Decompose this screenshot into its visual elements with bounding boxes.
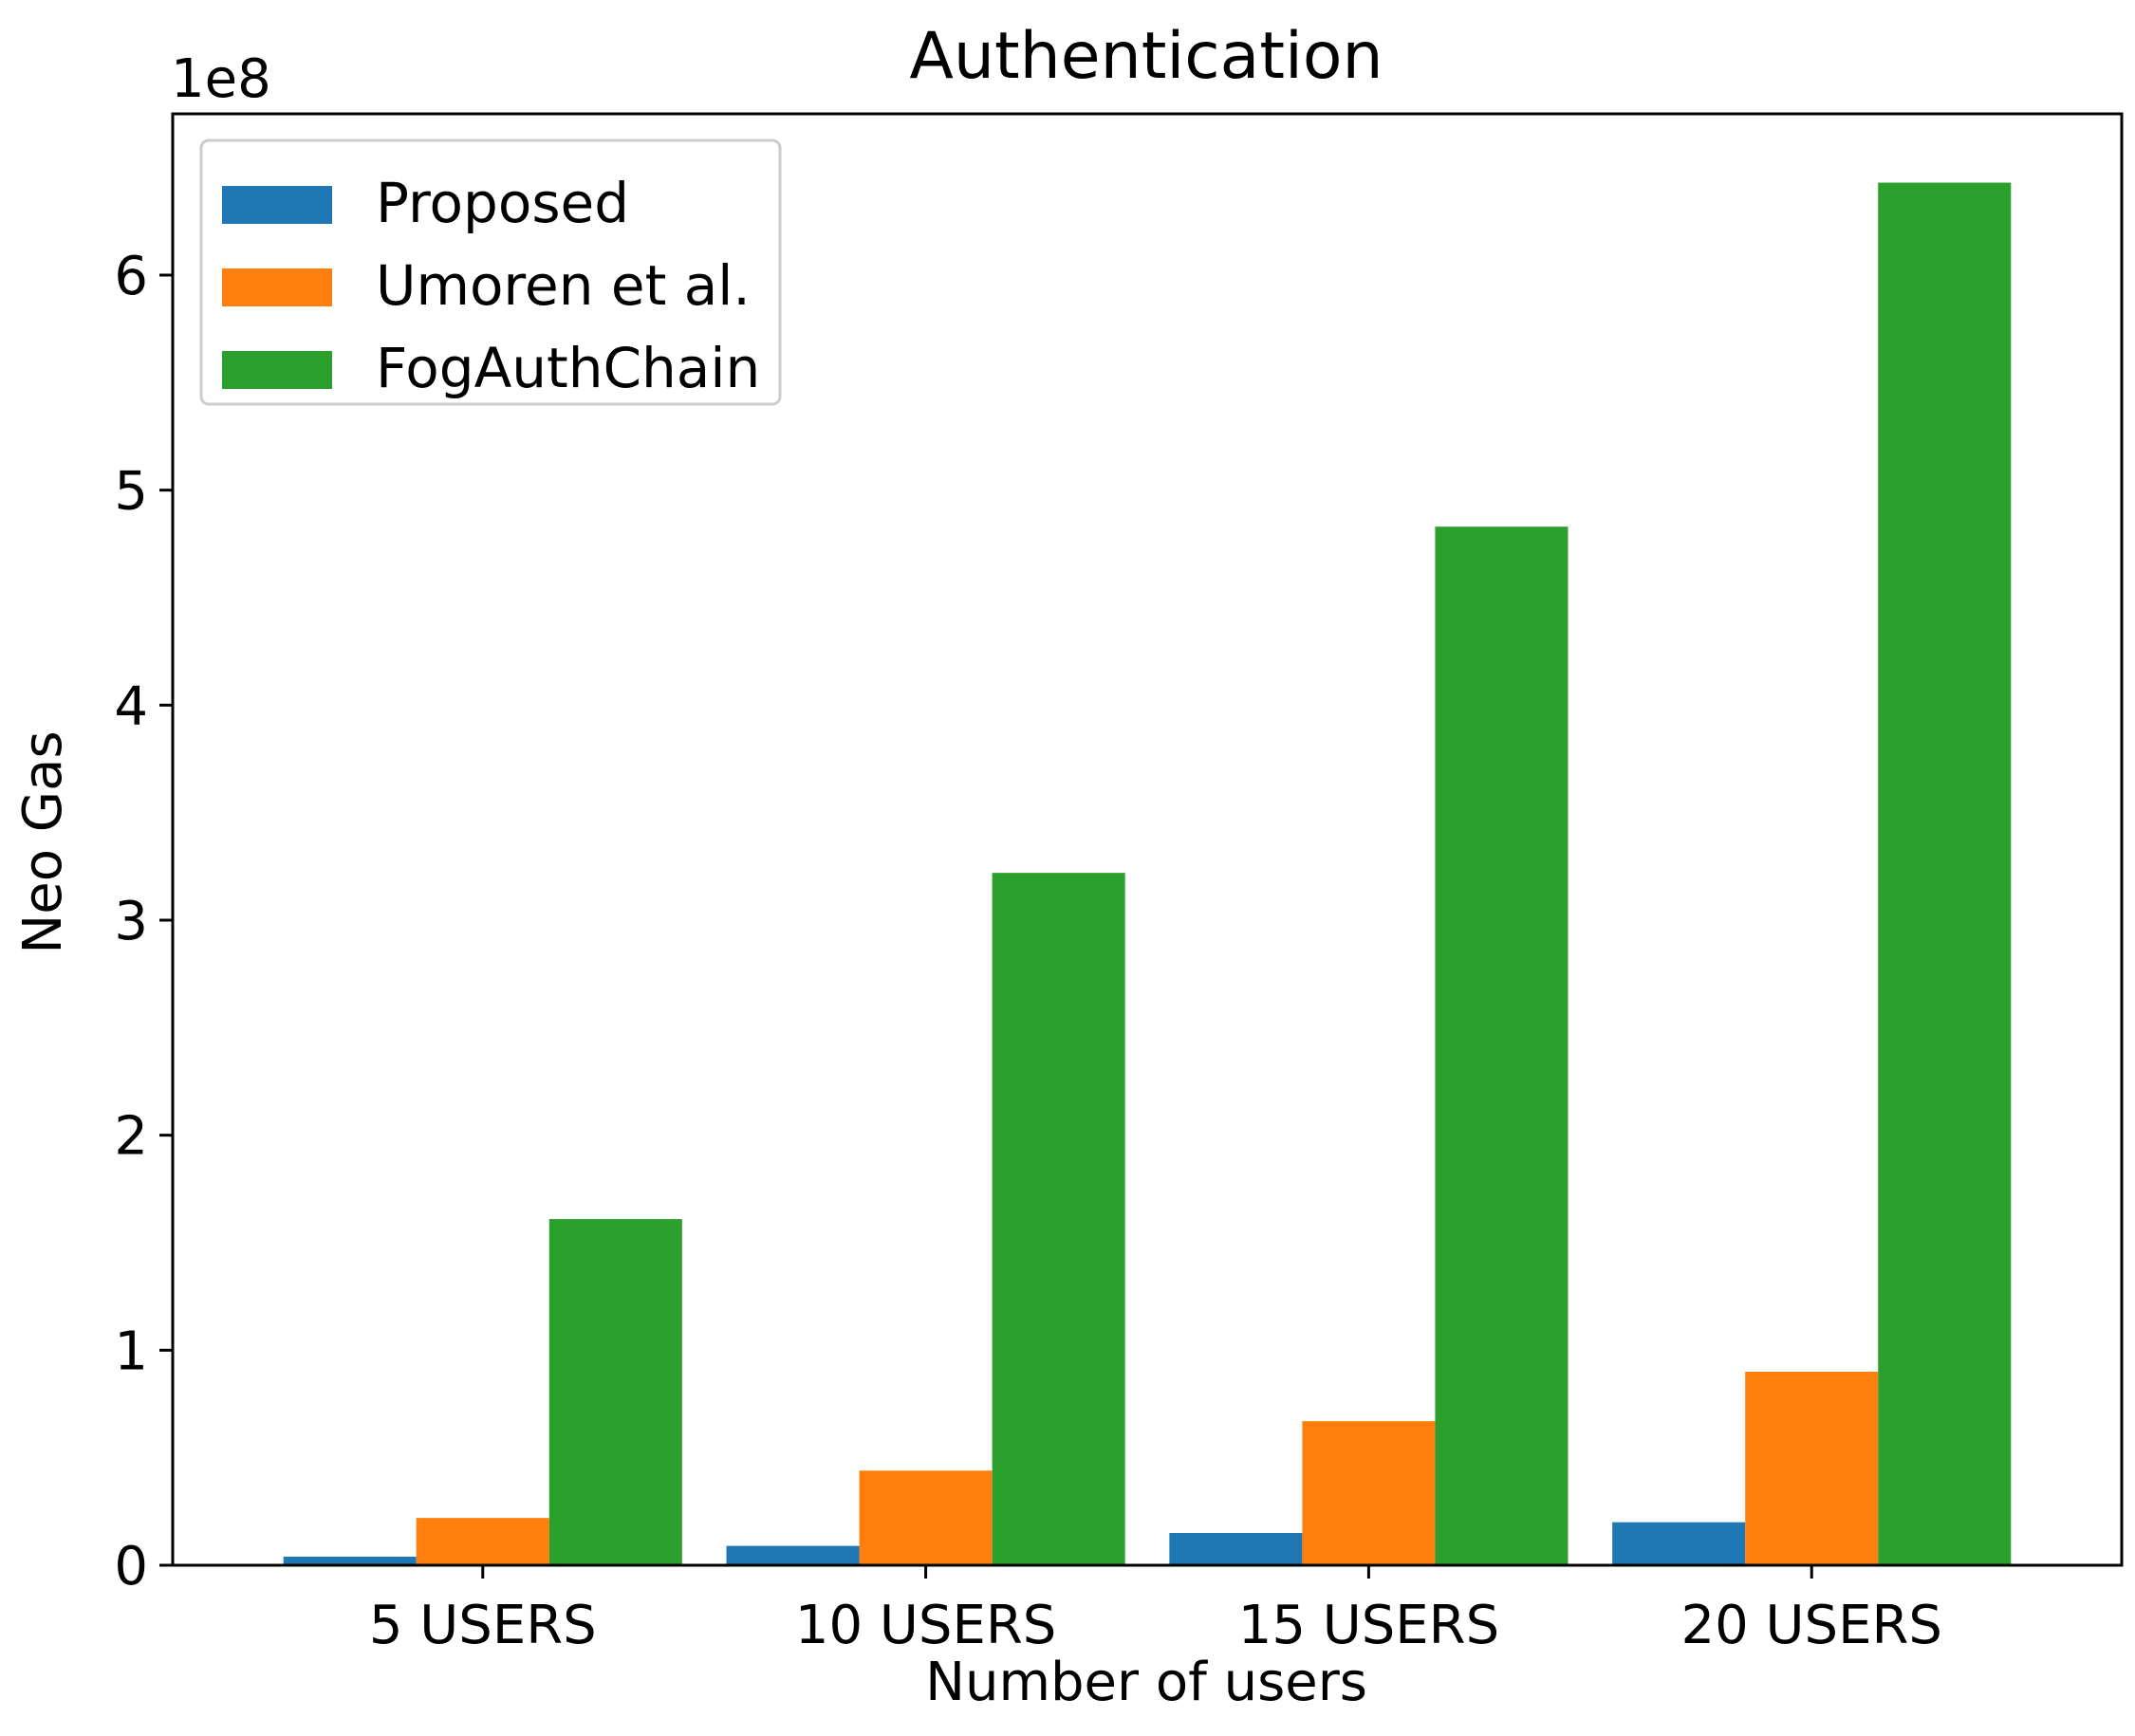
bar-proposed-3 [1169, 1533, 1303, 1565]
legend: Proposed Umoren et al. FogAuthChain [199, 139, 782, 406]
y-tick-label: 6 [114, 246, 148, 307]
y-tick-label: 4 [114, 675, 148, 737]
x-tick-label: 10 USERS [795, 1595, 1056, 1656]
legend-swatch [222, 268, 332, 306]
x-axis-label: Number of users [925, 1652, 1367, 1713]
bar-proposed-2 [726, 1545, 860, 1565]
bar-fogauthchain-1 [548, 1219, 682, 1565]
legend-label: Proposed [376, 171, 629, 235]
bar-fogauthchain-4 [1878, 182, 2012, 1566]
legend-label: Umoren et al. [376, 253, 751, 318]
y-tick-label: 0 [114, 1536, 148, 1597]
bar-fogauthchain-3 [1435, 526, 1569, 1566]
y-tick-label: 5 [114, 461, 148, 523]
x-tick-label: 5 USERS [369, 1595, 597, 1656]
bar-umoren-et-al-1 [416, 1518, 549, 1565]
y-axis-label: Neo Gas [12, 730, 74, 953]
legend-swatch [222, 351, 332, 389]
legend-box [199, 139, 782, 406]
bar-umoren-et-al-3 [1302, 1421, 1436, 1565]
axes-frame [171, 112, 2124, 1567]
chart-title: Authentication [909, 19, 1383, 94]
y-tick-label: 3 [114, 891, 148, 952]
y-offset-label: 1e8 [171, 48, 271, 110]
x-tick-label: 20 USERS [1681, 1595, 1942, 1656]
bar-proposed-1 [283, 1556, 417, 1565]
x-tick-label: 15 USERS [1238, 1595, 1499, 1656]
bar-umoren-et-al-2 [859, 1470, 993, 1565]
y-tick-label: 2 [114, 1106, 148, 1168]
y-tick-label: 1 [114, 1320, 148, 1382]
bar-fogauthchain-2 [992, 873, 1125, 1565]
bar-proposed-4 [1612, 1522, 1746, 1565]
bar-umoren-et-al-4 [1745, 1372, 1879, 1565]
legend-label: FogAuthChain [376, 336, 760, 400]
legend-swatch [222, 186, 332, 224]
plot-area: 0 1 2 3 4 5 6 5 USERS 10 USERS 15 USERS 20 USERS [114, 112, 2124, 1656]
